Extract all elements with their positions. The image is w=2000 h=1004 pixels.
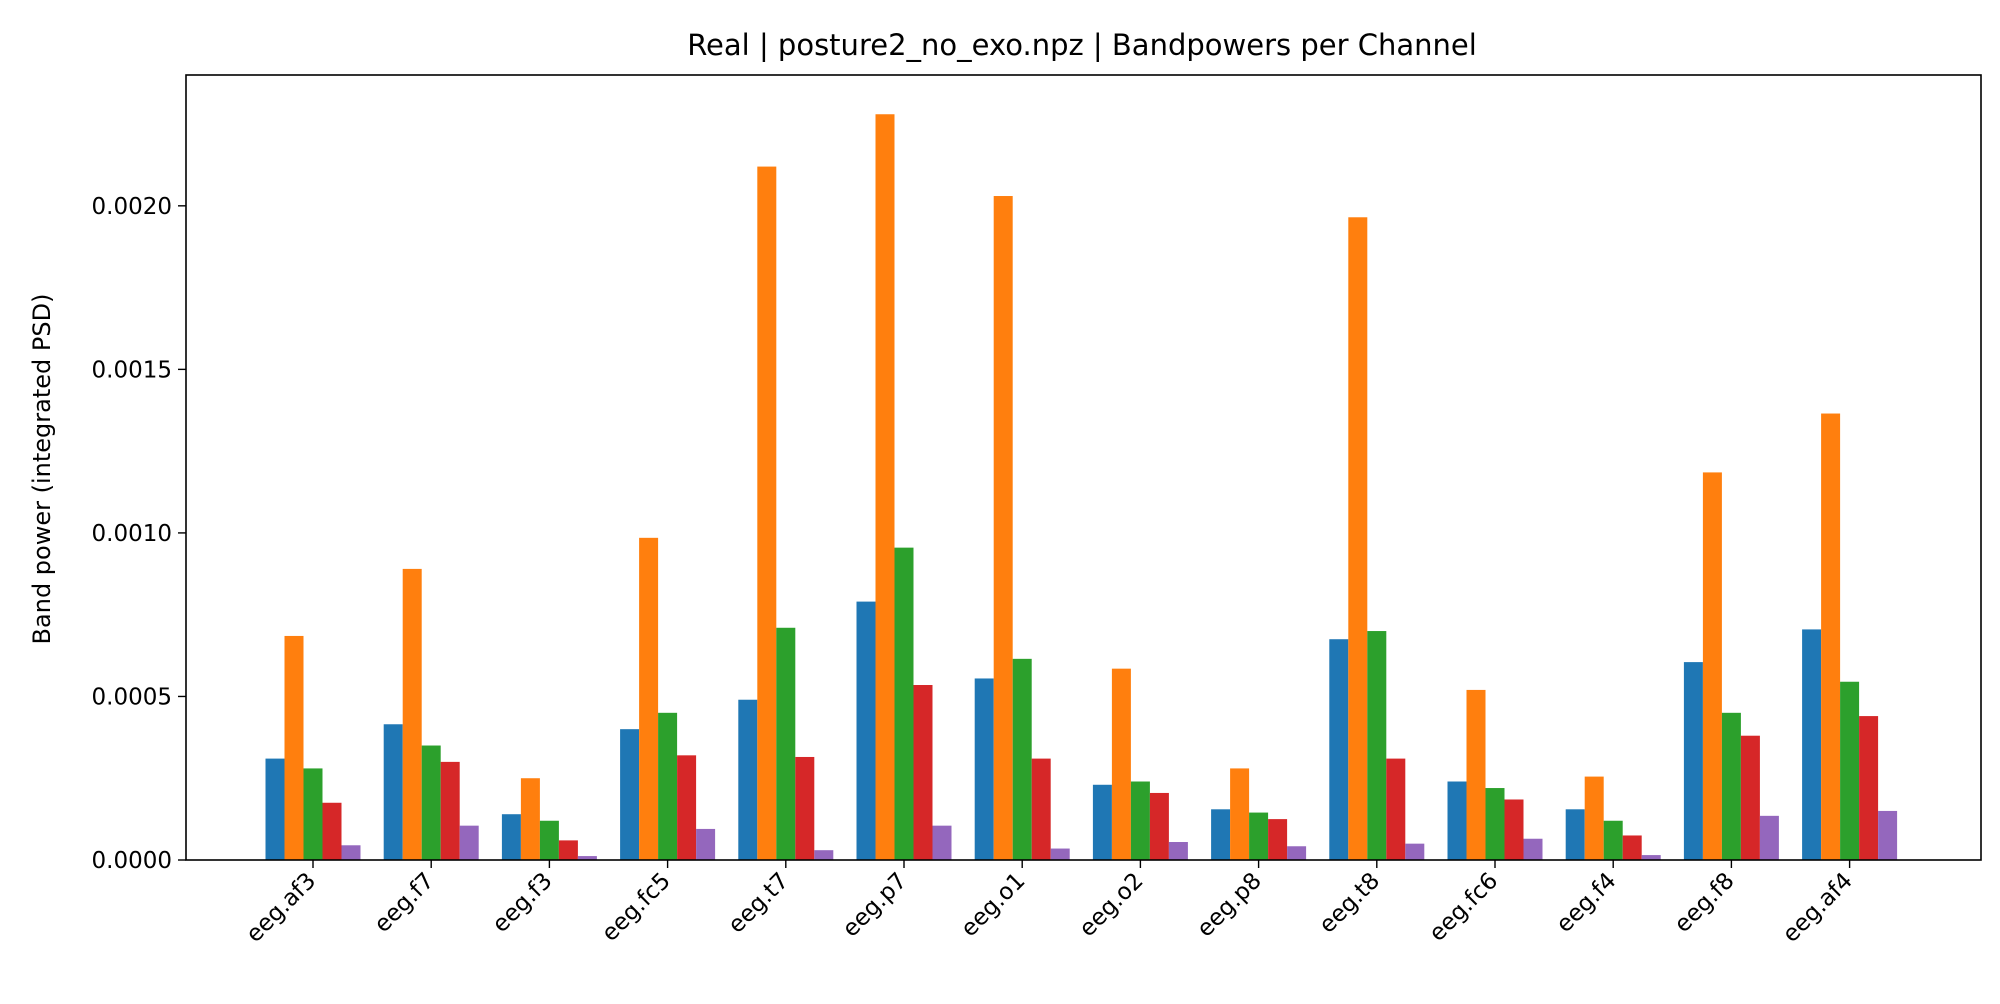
- bar-eeg-f8-series-2: [1702, 472, 1722, 860]
- x-tick-label: eeg.o1: [956, 868, 1030, 942]
- bar-eeg-fc6-series-2: [1466, 689, 1486, 860]
- bar-eeg-o2-series-2: [1111, 668, 1131, 860]
- bar-eeg-t8-series-4: [1386, 758, 1406, 860]
- bar-eeg-fc5-series-4: [677, 755, 697, 860]
- bar-eeg-f3-series-5: [577, 856, 597, 860]
- bar-eeg-f7-series-4: [440, 761, 460, 861]
- bar-eeg-t7-series-3: [776, 627, 796, 860]
- bar-eeg-fc6-series-5: [1523, 838, 1543, 860]
- bar-eeg-o1-series-1: [974, 678, 994, 860]
- bar-eeg-af4-series-4: [1859, 716, 1879, 860]
- bar-eeg-p7-series-2: [875, 114, 895, 860]
- bar-eeg-o2-series-3: [1130, 781, 1150, 860]
- bar-eeg-p8-series-4: [1268, 819, 1288, 860]
- x-tick-label: eeg.t7: [723, 868, 794, 939]
- bar-eeg-f8-series-3: [1721, 712, 1741, 860]
- x-tick-label: eeg.f8: [1670, 868, 1740, 938]
- bar-eeg-p7-series-1: [856, 601, 876, 860]
- bar-eeg-af4-series-5: [1878, 810, 1898, 860]
- bar-eeg-f8-series-5: [1759, 815, 1779, 860]
- bar-eeg-f4-series-5: [1641, 855, 1661, 860]
- y-tick-label: 0.0010: [92, 521, 172, 547]
- bar-eeg-af3-series-1: [265, 758, 285, 860]
- y-tick-label: 0.0005: [92, 684, 172, 710]
- bar-eeg-f8-series-4: [1740, 735, 1760, 860]
- bar-eeg-t8-series-2: [1348, 217, 1368, 860]
- bar-eeg-f7-series-2: [402, 568, 422, 860]
- bar-eeg-af3-series-2: [284, 635, 304, 860]
- x-tick-label: eeg.fc6: [1424, 868, 1503, 947]
- bar-eeg-f7-series-5: [459, 825, 479, 860]
- bar-eeg-o2-series-5: [1168, 842, 1188, 860]
- bar-eeg-t7-series-2: [757, 166, 777, 860]
- x-tick-label: eeg.p7: [838, 868, 913, 943]
- x-tick-label: eeg.fc5: [597, 868, 676, 947]
- bar-eeg-t8-series-5: [1405, 843, 1425, 860]
- x-tick-label: eeg.p8: [1192, 868, 1267, 943]
- bar-eeg-p7-series-3: [894, 547, 914, 860]
- y-tick-label: 0.0015: [92, 357, 172, 383]
- x-tick-label: eeg.f4: [1551, 868, 1621, 938]
- y-tick-label: 0.0020: [92, 194, 172, 220]
- bar-eeg-f8-series-1: [1683, 662, 1703, 860]
- bar-eeg-f4-series-1: [1565, 809, 1585, 860]
- bar-eeg-af4-series-2: [1821, 413, 1841, 860]
- bar-eeg-t8-series-1: [1329, 639, 1349, 860]
- bar-eeg-af4-series-3: [1840, 681, 1860, 860]
- bar-eeg-o1-series-5: [1050, 848, 1070, 860]
- chart-title: Real | posture2_no_exo.npz | Bandpowers …: [687, 28, 1477, 62]
- bar-eeg-fc5-series-1: [620, 729, 640, 860]
- bars-layer: [265, 114, 1898, 861]
- bar-eeg-f3-series-2: [520, 778, 540, 860]
- bar-eeg-fc6-series-4: [1504, 799, 1524, 860]
- x-tick-label: eeg.f3: [488, 868, 558, 938]
- bar-eeg-p7-series-5: [932, 825, 952, 860]
- bar-eeg-fc6-series-3: [1485, 788, 1505, 860]
- bar-eeg-fc6-series-1: [1447, 781, 1467, 860]
- bar-eeg-af3-series-4: [322, 802, 342, 860]
- bar-eeg-f7-series-3: [421, 745, 441, 860]
- bar-eeg-fc5-series-5: [696, 828, 716, 860]
- bar-eeg-p7-series-4: [913, 685, 933, 860]
- bar-eeg-t8-series-3: [1367, 631, 1387, 860]
- bar-eeg-t7-series-5: [814, 850, 834, 860]
- bar-eeg-fc5-series-2: [639, 537, 659, 860]
- bar-eeg-o2-series-1: [1092, 784, 1112, 860]
- bar-eeg-p8-series-5: [1287, 846, 1307, 860]
- x-tick-label: eeg.o2: [1074, 868, 1148, 942]
- bar-eeg-t7-series-4: [795, 756, 815, 860]
- bar-eeg-fc5-series-3: [658, 712, 678, 860]
- bar-eeg-f3-series-1: [501, 814, 521, 860]
- bar-eeg-o1-series-4: [1031, 758, 1051, 860]
- bar-eeg-o2-series-4: [1149, 792, 1169, 860]
- bar-eeg-af4-series-1: [1802, 629, 1822, 860]
- plot-frame: [185, 74, 1982, 861]
- bar-eeg-p8-series-3: [1249, 812, 1269, 860]
- x-tick-label: eeg.t8: [1314, 868, 1385, 939]
- bar-eeg-af3-series-5: [341, 845, 361, 860]
- x-tick-label: eeg.af3: [241, 868, 321, 948]
- bar-eeg-p8-series-2: [1230, 768, 1250, 860]
- y-axis-title: Band power (integrated PSD): [28, 294, 56, 645]
- bar-eeg-f7-series-1: [383, 724, 403, 860]
- bar-eeg-af3-series-3: [303, 768, 323, 860]
- bar-eeg-f3-series-3: [539, 820, 559, 860]
- y-tick-label: 0.0000: [92, 848, 172, 874]
- x-tick-label: eeg.f7: [369, 868, 439, 938]
- bar-eeg-p8-series-1: [1211, 809, 1231, 860]
- bar-eeg-f4-series-2: [1584, 776, 1604, 860]
- x-tick-label: eeg.af4: [1778, 868, 1858, 948]
- bar-eeg-f4-series-3: [1603, 820, 1623, 860]
- bar-eeg-o1-series-3: [1012, 658, 1032, 860]
- bar-eeg-f4-series-4: [1622, 835, 1642, 860]
- bar-eeg-f3-series-4: [558, 840, 578, 861]
- bar-eeg-t7-series-1: [738, 699, 758, 860]
- bar-eeg-o1-series-2: [993, 196, 1013, 860]
